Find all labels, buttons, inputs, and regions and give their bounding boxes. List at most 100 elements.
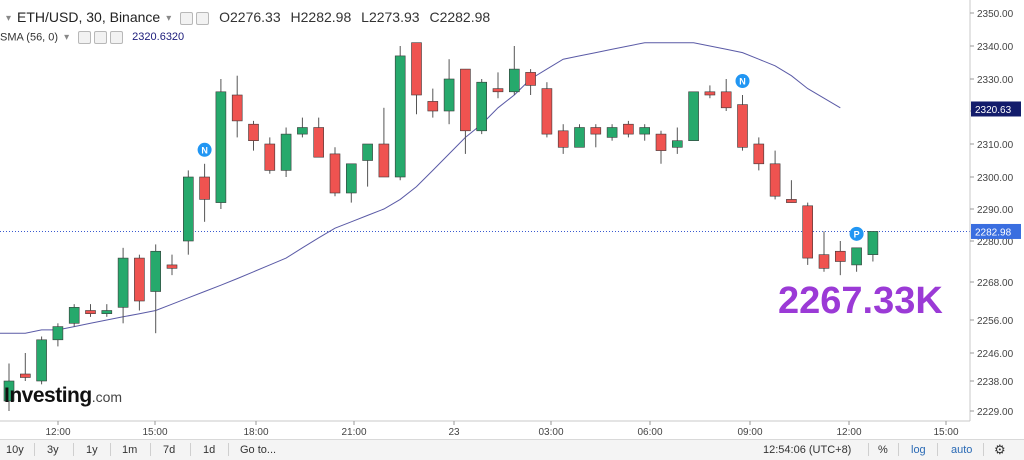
candle-body-down <box>492 88 504 93</box>
low-value: 2273.93 <box>368 9 420 25</box>
open-value: 2276.33 <box>230 9 281 25</box>
candle[interactable] <box>492 72 504 99</box>
candle[interactable] <box>378 107 390 178</box>
candle[interactable] <box>867 231 879 262</box>
candle[interactable] <box>329 147 341 197</box>
candle[interactable] <box>134 254 145 311</box>
candle[interactable] <box>786 180 797 203</box>
event-marker-n[interactable]: N <box>197 142 212 157</box>
candle[interactable] <box>671 127 683 154</box>
candle[interactable] <box>688 91 699 142</box>
candle[interactable] <box>590 124 602 148</box>
candle[interactable] <box>52 323 64 347</box>
sma-legend: SMA (56, 0) ▾ 2320.6320 <box>0 31 184 44</box>
candle[interactable] <box>215 79 227 209</box>
range-1d[interactable]: 1d <box>203 444 216 456</box>
range-7d[interactable]: 7d <box>163 444 176 456</box>
candle[interactable] <box>557 124 569 154</box>
candle[interactable] <box>541 82 553 138</box>
candle[interactable] <box>655 130 667 164</box>
candle[interactable] <box>525 69 536 95</box>
auto-toggle[interactable]: auto <box>951 444 973 456</box>
open-label: O <box>219 9 231 25</box>
candle[interactable] <box>623 120 634 138</box>
candle[interactable] <box>639 124 651 141</box>
symbol-dropdown-icon[interactable]: ▾ <box>166 12 172 24</box>
candle[interactable] <box>769 150 781 200</box>
settings-icon[interactable] <box>196 11 210 25</box>
y-tick-label: 2300.00 <box>977 173 1014 184</box>
sma-layer <box>0 42 841 334</box>
marker-circle <box>849 226 864 241</box>
candle-body-down <box>248 123 259 141</box>
candle[interactable] <box>280 127 292 178</box>
range-1y[interactable]: 1y <box>86 444 98 456</box>
x-tick-label: 03:00 <box>538 427 563 438</box>
log-toggle[interactable]: log <box>911 444 926 456</box>
candle[interactable] <box>231 75 243 138</box>
divider <box>868 443 869 456</box>
candle-body-up <box>671 140 683 148</box>
candle-body-down <box>525 72 536 86</box>
event-marker-n[interactable]: N <box>735 74 750 88</box>
sma-value: 2320.6320 <box>132 31 185 44</box>
settings-gear-icon[interactable]: ⚙ <box>994 442 1006 457</box>
sma-settings-icon[interactable] <box>94 31 108 44</box>
sma-dropdown-icon[interactable]: ▾ <box>64 32 70 43</box>
marker-label: N <box>739 77 746 87</box>
visibility-icon[interactable] <box>180 11 194 25</box>
candle[interactable] <box>101 304 113 317</box>
candle[interactable] <box>834 241 846 276</box>
percent-toggle[interactable]: % <box>878 444 888 456</box>
candle[interactable] <box>818 231 830 272</box>
x-tick-label: 12:00 <box>836 427 861 438</box>
candle[interactable] <box>248 120 259 151</box>
candle[interactable] <box>427 88 439 118</box>
sma-visibility-icon[interactable] <box>78 31 92 44</box>
candle[interactable] <box>150 244 161 334</box>
candle[interactable] <box>68 304 80 327</box>
candle[interactable] <box>508 46 520 95</box>
candle[interactable] <box>704 85 716 99</box>
candle[interactable] <box>394 46 406 181</box>
candle[interactable] <box>166 254 178 276</box>
high-value: 2282.98 <box>300 9 352 25</box>
candle[interactable] <box>3 363 15 412</box>
candle[interactable] <box>36 336 47 385</box>
range-1m[interactable]: 1m <box>122 444 138 456</box>
clock-timezone[interactable]: 12:54:06 (UTC+8) <box>763 444 852 456</box>
candle[interactable] <box>85 304 96 317</box>
candle[interactable] <box>199 163 210 222</box>
candle-body-down <box>166 264 178 269</box>
sma-remove-icon[interactable] <box>110 31 124 44</box>
candle[interactable] <box>313 117 325 158</box>
candle[interactable] <box>443 59 455 125</box>
candle[interactable] <box>19 353 31 381</box>
candle[interactable] <box>411 42 422 115</box>
y-tick-label: 2280.00 <box>977 237 1014 248</box>
candle-body-up <box>362 143 373 161</box>
range-10y[interactable]: 10y <box>6 444 24 456</box>
candle[interactable] <box>753 137 765 171</box>
candle[interactable] <box>460 68 471 154</box>
candle[interactable] <box>345 163 357 203</box>
candle[interactable] <box>362 143 373 187</box>
collapse-chevron-icon[interactable]: ▾ <box>6 12 12 24</box>
range-3y[interactable]: 3y <box>47 444 59 456</box>
goto-button[interactable]: Go to... <box>240 444 277 456</box>
candle[interactable] <box>802 202 814 265</box>
price-chart[interactable]: 2350.002340.002330.002320.002310.002300.… <box>0 0 1024 440</box>
candle[interactable] <box>297 117 308 138</box>
candle[interactable] <box>264 137 276 174</box>
candle[interactable] <box>606 124 618 141</box>
candle[interactable] <box>117 247 129 324</box>
candle-body-down <box>590 127 602 135</box>
candle[interactable] <box>183 170 194 255</box>
candle[interactable] <box>574 124 585 148</box>
candle[interactable] <box>476 79 488 135</box>
candle-body-up <box>101 310 113 314</box>
candle[interactable] <box>851 247 862 272</box>
event-marker-p[interactable]: P <box>849 226 864 241</box>
candle[interactable] <box>737 95 748 151</box>
candle[interactable] <box>720 79 732 111</box>
